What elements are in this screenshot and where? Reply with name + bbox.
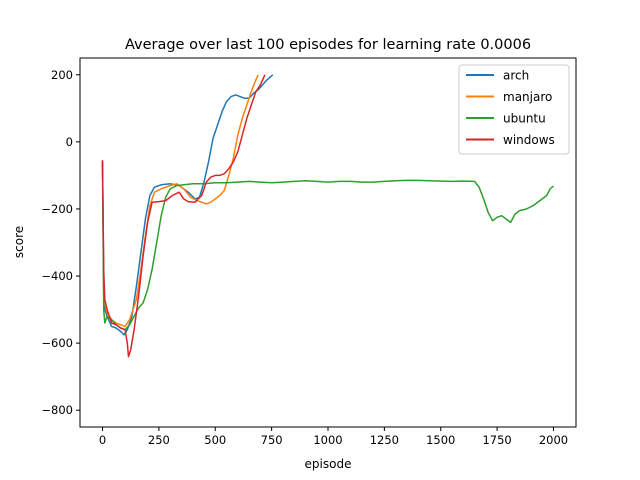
series-line-ubuntu — [101, 161, 554, 331]
y-tick-label: −200 — [41, 202, 73, 216]
y-tick-label: −400 — [41, 269, 73, 283]
y-axis: 200 0 −200 −400 −600 −800 — [41, 68, 80, 417]
x-tick-label: 0 — [99, 433, 106, 447]
y-tick-label: −600 — [41, 336, 73, 350]
y-axis-label: score — [12, 226, 26, 258]
y-tick-label: 0 — [66, 135, 73, 149]
x-tick-label: 1750 — [482, 433, 511, 447]
y-tick-label: 200 — [51, 68, 73, 82]
x-tick-label: 500 — [204, 433, 226, 447]
legend-label-windows: windows — [503, 133, 555, 147]
series-line-manjaro — [101, 74, 259, 328]
x-axis-label: episode — [305, 457, 352, 471]
chart-title: Average over last 100 episodes for learn… — [125, 37, 531, 53]
legend-label-ubuntu: ubuntu — [503, 112, 546, 126]
series-layer — [101, 74, 554, 358]
legend-entries: arch manjaro ubuntu windows — [466, 69, 555, 147]
series-line-windows — [101, 74, 266, 358]
legend-box — [458, 64, 570, 155]
x-tick-label: 250 — [148, 433, 170, 447]
series-line-arch — [101, 74, 274, 336]
x-axis: 0 250 500 750 1000 1250 1500 1750 2000 — [99, 427, 568, 447]
x-tick-label: 750 — [261, 433, 283, 447]
x-tick-label: 1500 — [426, 433, 455, 447]
legend: arch manjaro ubuntu windows — [458, 64, 570, 155]
y-tick-label: −800 — [41, 403, 73, 417]
x-tick-label: 1000 — [313, 433, 342, 447]
x-tick-label: 1250 — [370, 433, 399, 447]
legend-label-arch: arch — [503, 69, 529, 83]
x-tick-label: 2000 — [539, 433, 568, 447]
legend-label-manjaro: manjaro — [503, 90, 552, 104]
